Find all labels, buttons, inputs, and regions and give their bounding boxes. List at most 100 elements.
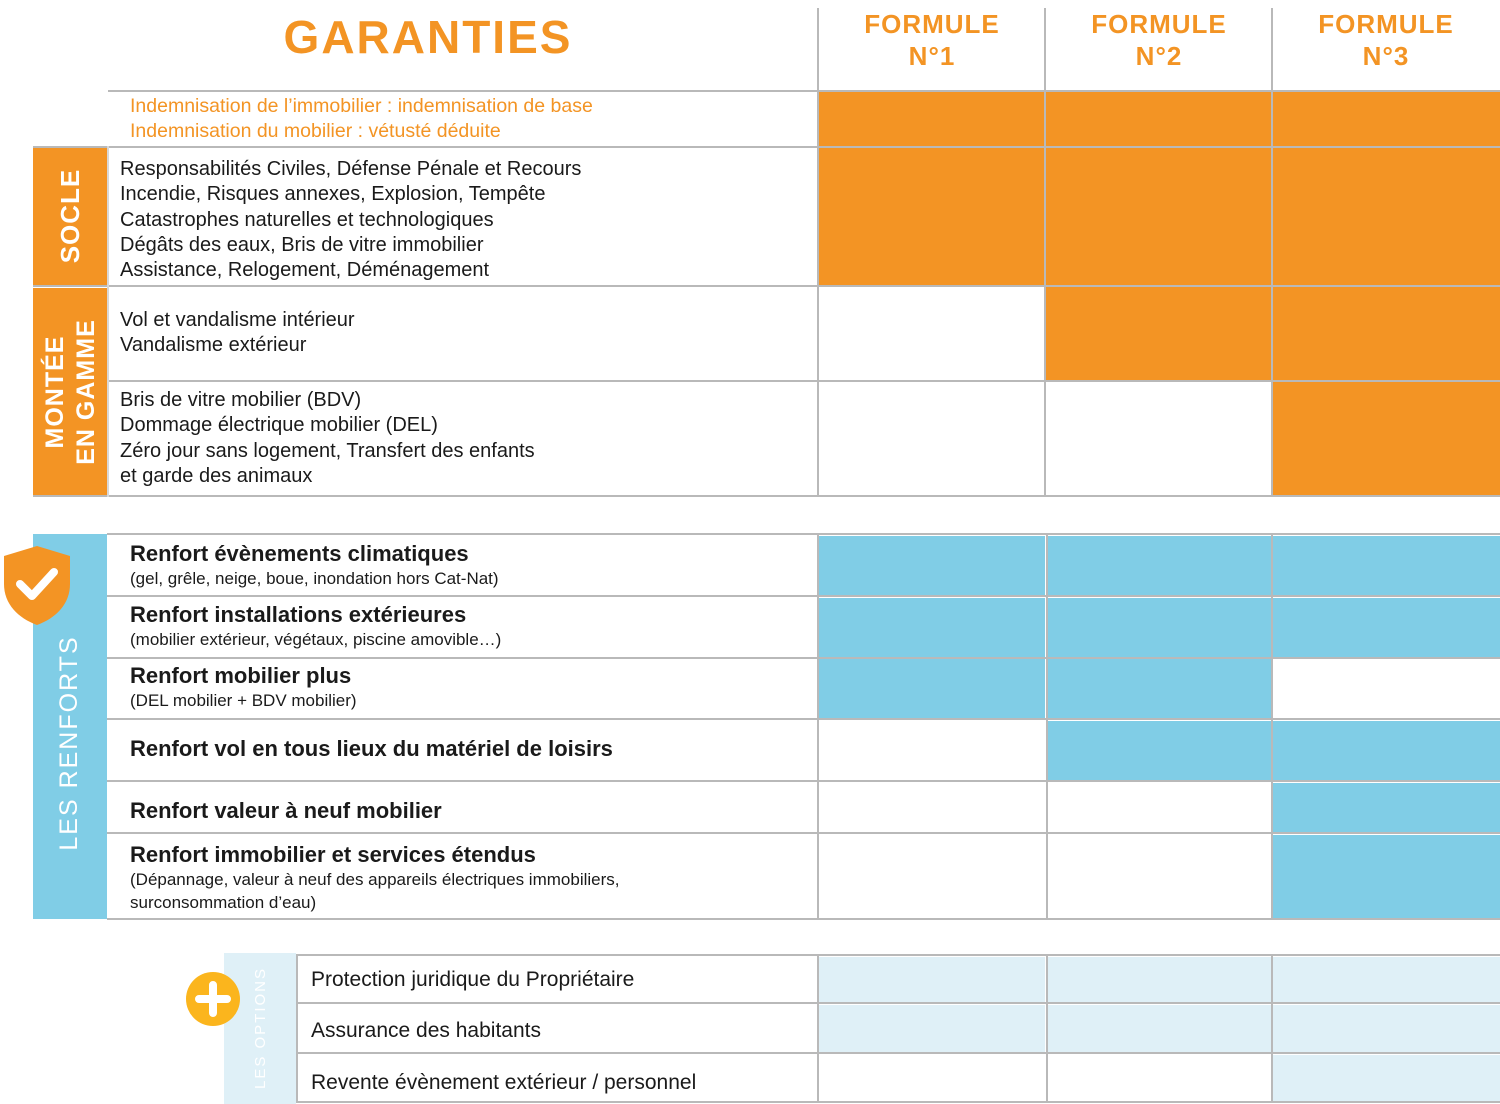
divider [1044, 8, 1046, 497]
cell-renfort2-f3 [1273, 598, 1500, 657]
divider [33, 495, 1500, 497]
cell-socle-f3 [1273, 148, 1500, 285]
cell-option1-f1 [819, 957, 1045, 1002]
cell-base-f3 [1273, 92, 1500, 147]
divider [108, 90, 1500, 92]
cell-renfort3-f1 [819, 659, 1045, 718]
renfort-sub: surconsommation d’eau) [130, 893, 317, 912]
cell-renfort4-f3 [1273, 721, 1500, 780]
formule-2-header: FORMULE N°2 [1046, 8, 1272, 72]
socle-line: Assistance, Relogement, Déménagement [120, 259, 490, 282]
socle-line: Catastrophes naturelles et technologique… [120, 208, 494, 231]
montee-line: Dommage électrique mobilier (DEL) [120, 414, 438, 437]
formule-1-label: FORMULE [864, 9, 1000, 39]
divider [298, 1052, 1500, 1054]
montee-line: Zéro jour sans logement, Transfert des e… [120, 439, 535, 462]
formule-2-label: FORMULE [1091, 9, 1227, 39]
divider [1271, 533, 1273, 920]
cell-renfort2-f2 [1048, 598, 1271, 657]
formule-3-header: FORMULE N°3 [1273, 8, 1499, 72]
cell-montee1-f2 [1046, 287, 1272, 381]
montee-row-2-text: Bris de vitre mobilier (BDV) Dommage éle… [120, 388, 535, 489]
divider [298, 1101, 1500, 1103]
shield-check-icon [4, 546, 70, 625]
cell-renfort1-f2 [1048, 536, 1271, 595]
renfort-title: Renfort vol en tous lieux du matériel de… [130, 736, 613, 761]
renfort-sub: (gel, grêle, neige, boue, inondation hor… [130, 569, 499, 588]
divider [1046, 533, 1048, 920]
divider [107, 918, 1500, 920]
renfort-title: Renfort mobilier plus [130, 663, 352, 688]
socle-line: Responsabilités Civiles, Défense Pénale … [120, 158, 582, 180]
renfort-row-6: Renfort immobilier et services étendus (… [130, 842, 620, 914]
divider [296, 954, 298, 1103]
base-text: Indemnisation de l’immobilier : indemnis… [130, 94, 593, 144]
socle-label: SOCLE [54, 168, 85, 264]
cell-option1-f2 [1048, 957, 1271, 1002]
divider [1046, 954, 1048, 1103]
montee-label-block [33, 288, 107, 496]
renfort-row-3: Renfort mobilier plus (DEL mobilier + BD… [130, 663, 357, 712]
renfort-title: Renfort installations extérieures [130, 602, 467, 627]
divider [33, 285, 1500, 287]
cell-montee2-f3 [1273, 382, 1500, 496]
montee-label-line1: MONTÉE [41, 335, 69, 449]
divider [107, 657, 1500, 659]
options-label: LES OPTIONS [251, 966, 269, 1090]
socle-label-block [33, 147, 107, 285]
formule-1-number: N°1 [908, 41, 956, 71]
renfort-row-2: Renfort installations extérieures (mobil… [130, 602, 501, 651]
cell-base-f1 [819, 92, 1045, 147]
divider [107, 780, 1500, 782]
divider [817, 8, 819, 497]
montee-line: Vandalisme extérieur [120, 334, 307, 357]
base-line: Indemnisation du mobilier : vétusté dédu… [130, 120, 501, 142]
renfort-sub: (mobilier extérieur, végétaux, piscine a… [130, 630, 502, 649]
socle-line: Incendie, Risques annexes, Explosion, Te… [120, 183, 546, 206]
divider [107, 718, 1500, 720]
cell-renfort2-f1 [819, 598, 1045, 657]
divider [107, 533, 1500, 535]
divider [107, 146, 109, 497]
renfort-sub: (Dépannage, valeur à neuf des appareils … [130, 870, 620, 889]
divider [107, 832, 1500, 834]
montee-label-line2: EN GAMME [72, 319, 100, 465]
montee-row-1-text: Vol et vandalisme intérieur Vandalisme e… [120, 308, 355, 359]
renfort-title: Renfort valeur à neuf mobilier [130, 798, 442, 823]
renforts-label: LES RENFORTS [54, 635, 83, 851]
renfort-row-5: Renfort valeur à neuf mobilier [130, 798, 442, 824]
divider [33, 146, 1500, 148]
cell-renfort6-f3 [1273, 835, 1500, 919]
cell-base-f2 [1046, 92, 1272, 147]
socle-line: Dégâts des eaux, Bris de vitre immobilie… [120, 233, 484, 256]
options-label-block [224, 953, 296, 1104]
renfort-row-1: Renfort évènements climatiques (gel, grê… [130, 541, 499, 590]
base-line: Indemnisation de l’immobilier : indemnis… [130, 95, 593, 117]
divider [817, 533, 819, 920]
cell-option3-f3 [1273, 1055, 1500, 1101]
divider [1271, 8, 1273, 497]
montee-line: Bris de vitre mobilier (BDV) [120, 389, 362, 411]
option-row-2: Assurance des habitants [311, 1019, 541, 1042]
cell-option2-f1 [819, 1005, 1045, 1052]
formule-2-number: N°2 [1135, 41, 1183, 71]
divider [817, 954, 819, 1103]
cell-renfort1-f3 [1273, 536, 1500, 595]
cell-montee1-f3 [1273, 287, 1500, 381]
cell-socle-f1 [819, 148, 1045, 285]
cell-renfort4-f2 [1048, 721, 1271, 780]
renfort-title: Renfort immobilier et services étendus [130, 842, 536, 867]
cell-socle-f2 [1046, 148, 1272, 285]
formule-1-header: FORMULE N°1 [819, 8, 1045, 72]
cell-renfort1-f1 [819, 536, 1045, 595]
option-row-1: Protection juridique du Propriétaire [311, 968, 635, 991]
montee-line: Vol et vandalisme intérieur [120, 309, 355, 331]
divider [1271, 954, 1273, 1103]
divider [107, 595, 1500, 597]
cell-option2-f3 [1273, 1005, 1500, 1052]
renfort-sub: (DEL mobilier + BDV mobilier) [130, 691, 357, 710]
divider [298, 1002, 1500, 1004]
formule-3-number: N°3 [1362, 41, 1410, 71]
renfort-title: Renfort évènements climatiques [130, 541, 469, 566]
plus-icon [186, 972, 240, 1026]
